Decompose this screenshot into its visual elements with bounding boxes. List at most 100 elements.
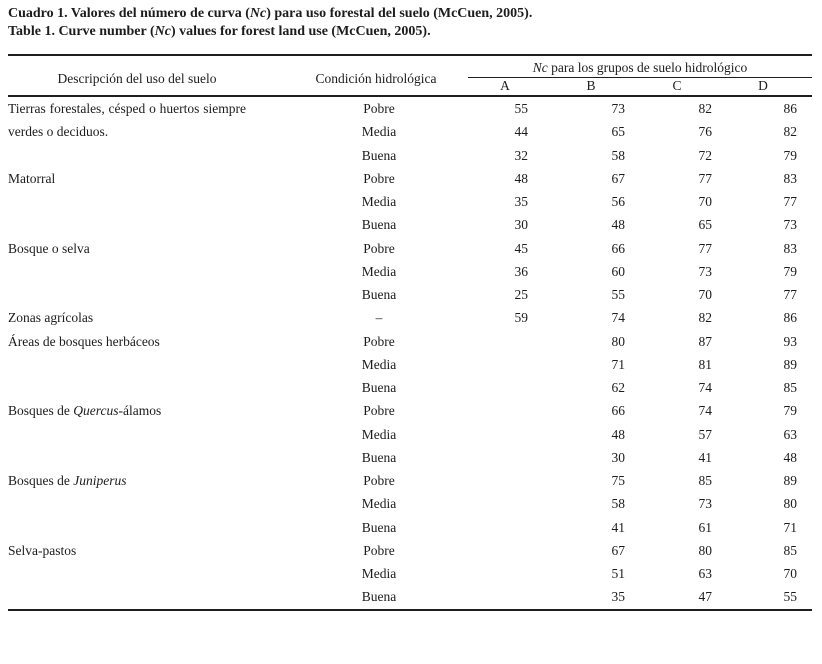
description-text: Bosques de [8, 473, 74, 488]
curve-number-cell: 93 [783, 333, 798, 349]
curve-number-cell: 73 [698, 263, 713, 279]
table-row: Buena 62 74 85 [8, 376, 812, 399]
curve-number-cell: 87 [698, 333, 713, 349]
hydrologic-condition-cell: Pobre [363, 403, 395, 419]
curve-number-cell: 48 [783, 449, 798, 465]
curve-number-cell [468, 585, 554, 609]
land-use-description-cell: Bosques de Quercus-álamos [8, 399, 290, 469]
curve-number-cell: 55 [783, 589, 798, 605]
hydrologic-condition-cell: Buena [361, 147, 397, 163]
curve-number-cell [468, 376, 554, 399]
table-row: Media 58 73 80 [8, 492, 812, 515]
curve-number-cell: 82 [698, 101, 713, 116]
table-row: Selva-pastos Pobre 67 80 85 [8, 539, 812, 562]
table-row: Zonas agrícolas – 59 74 82 86 [8, 306, 812, 329]
curve-number-cell: 85 [698, 473, 713, 488]
curve-number-cell: 60 [611, 263, 626, 279]
curve-number-cell: 63 [698, 566, 713, 581]
hydrologic-condition-cell: Media [361, 263, 397, 279]
hydrologic-condition-cell: Buena [361, 449, 397, 465]
curve-number-cell: 65 [611, 124, 626, 140]
curve-number-cell: 30 [514, 217, 529, 233]
land-use-description-cell: Selva-pastos [8, 539, 290, 610]
curve-number-cell: 63 [783, 426, 798, 442]
curve-number-cell: 67 [611, 170, 626, 186]
table-row: Tierras forestales, césped o huertos sie… [8, 96, 812, 139]
description-column-header: Descripción del uso del suelo [8, 55, 290, 97]
curve-number-cell: 76 [698, 124, 713, 140]
hydrologic-condition-cell: Media [361, 426, 397, 442]
curve-number-cell: 62 [611, 380, 626, 395]
curve-number-cell: 71 [783, 519, 798, 535]
nc-group-label: para los grupos de suelo hidrológico [547, 59, 748, 75]
hydrologic-condition-cell: Pobre [363, 170, 395, 186]
curve-number-cell: 35 [611, 589, 626, 605]
curve-number-cell: 71 [611, 356, 626, 372]
curve-number-cell [468, 492, 554, 515]
curve-number-cell: 44 [514, 124, 529, 140]
curve-number-cell: 82 [698, 310, 713, 326]
table-row: Buena 35 47 55 [8, 585, 812, 609]
curve-number-cell: 79 [783, 263, 798, 279]
caption-text: ) para uso forestal del suelo (McCuen, 2… [266, 6, 533, 21]
curve-number-cell: 83 [783, 170, 798, 186]
curve-number-cell: 48 [611, 426, 626, 442]
curve-number-cell: 86 [783, 101, 798, 116]
table-body: Tierras forestales, césped o huertos sie… [8, 96, 812, 610]
curve-number-cell: 73 [698, 496, 713, 512]
table-row: Bosques de Quercus-álamos Pobre 66 74 79 [8, 399, 812, 422]
hydrologic-condition-cell: – [375, 310, 383, 326]
table-row: Media 44 65 76 82 [8, 120, 812, 143]
curve-number-cell: 59 [514, 310, 529, 326]
curve-number-cell: 36 [514, 263, 529, 279]
curve-number-cell: 77 [698, 170, 713, 186]
header-row-soil-letters: A B C D [8, 77, 813, 97]
hydrologic-condition-cell: Buena [361, 380, 397, 395]
curve-number-cell: 30 [611, 449, 626, 465]
curve-number-cell: 58 [611, 147, 626, 163]
description-text: Bosques de [8, 403, 74, 419]
curve-number-cell [468, 446, 554, 469]
curve-number-cell: 81 [698, 356, 713, 372]
curve-number-cell: 66 [611, 240, 626, 256]
genus-name-italic: Quercus [73, 403, 119, 419]
hydrologic-condition-cell: Pobre [363, 542, 395, 558]
curve-number-cell: 48 [611, 217, 626, 233]
hydrologic-condition-cell: Pobre [363, 101, 395, 116]
curve-number-cell: 56 [611, 194, 626, 209]
hydrologic-condition-cell: Buena [361, 217, 397, 233]
curve-number-cell [468, 469, 554, 492]
curve-number-cell: 55 [611, 287, 626, 302]
curve-number-cell [468, 423, 554, 446]
hydrologic-condition-cell: Buena [361, 519, 397, 535]
table-caption-english: Table 1. Curve number (Nc) values for fo… [8, 23, 812, 41]
curve-number-cell: 65 [698, 217, 713, 233]
caption-text: Cuadro 1. Valores del número de curva ( [8, 6, 250, 21]
curve-number-cell [468, 562, 554, 585]
land-use-description-cell: Tierras forestales, césped o huertos sie… [8, 96, 290, 167]
hydrologic-condition-cell: Media [361, 124, 397, 140]
nc-variable: Nc [154, 24, 171, 39]
curve-number-cell: 80 [783, 496, 798, 512]
table-row: Media 35 56 70 77 [8, 190, 812, 213]
land-use-description-cell: Bosque o selva [8, 237, 290, 307]
table-caption-spanish: Cuadro 1. Valores del número de curva (N… [8, 5, 812, 23]
curve-number-cell: 86 [783, 310, 798, 326]
curve-number-cell: 48 [514, 170, 529, 186]
curve-number-cell: 70 [783, 566, 798, 581]
curve-number-cell: 47 [698, 589, 713, 605]
table-caption-block: Cuadro 1. Valores del número de curva ( N… [8, 5, 812, 41]
curve-number-cell: 45 [514, 240, 529, 256]
curve-number-cell: 73 [611, 101, 626, 116]
curve-number-cell: 67 [611, 542, 626, 558]
description-text: Selva-pastos [8, 542, 77, 558]
hydrologic-condition-cell: Media [361, 566, 397, 581]
description-text: Zonas agrícolas [8, 310, 94, 326]
curve-number-cell: 70 [698, 194, 713, 209]
condition-column-header: Condición hidrológica [290, 55, 468, 97]
curve-number-cell [468, 353, 554, 376]
table-row: Media 71 81 89 [8, 353, 812, 376]
description-text: -álamos [118, 403, 162, 419]
curve-number-cell: 57 [698, 426, 713, 442]
